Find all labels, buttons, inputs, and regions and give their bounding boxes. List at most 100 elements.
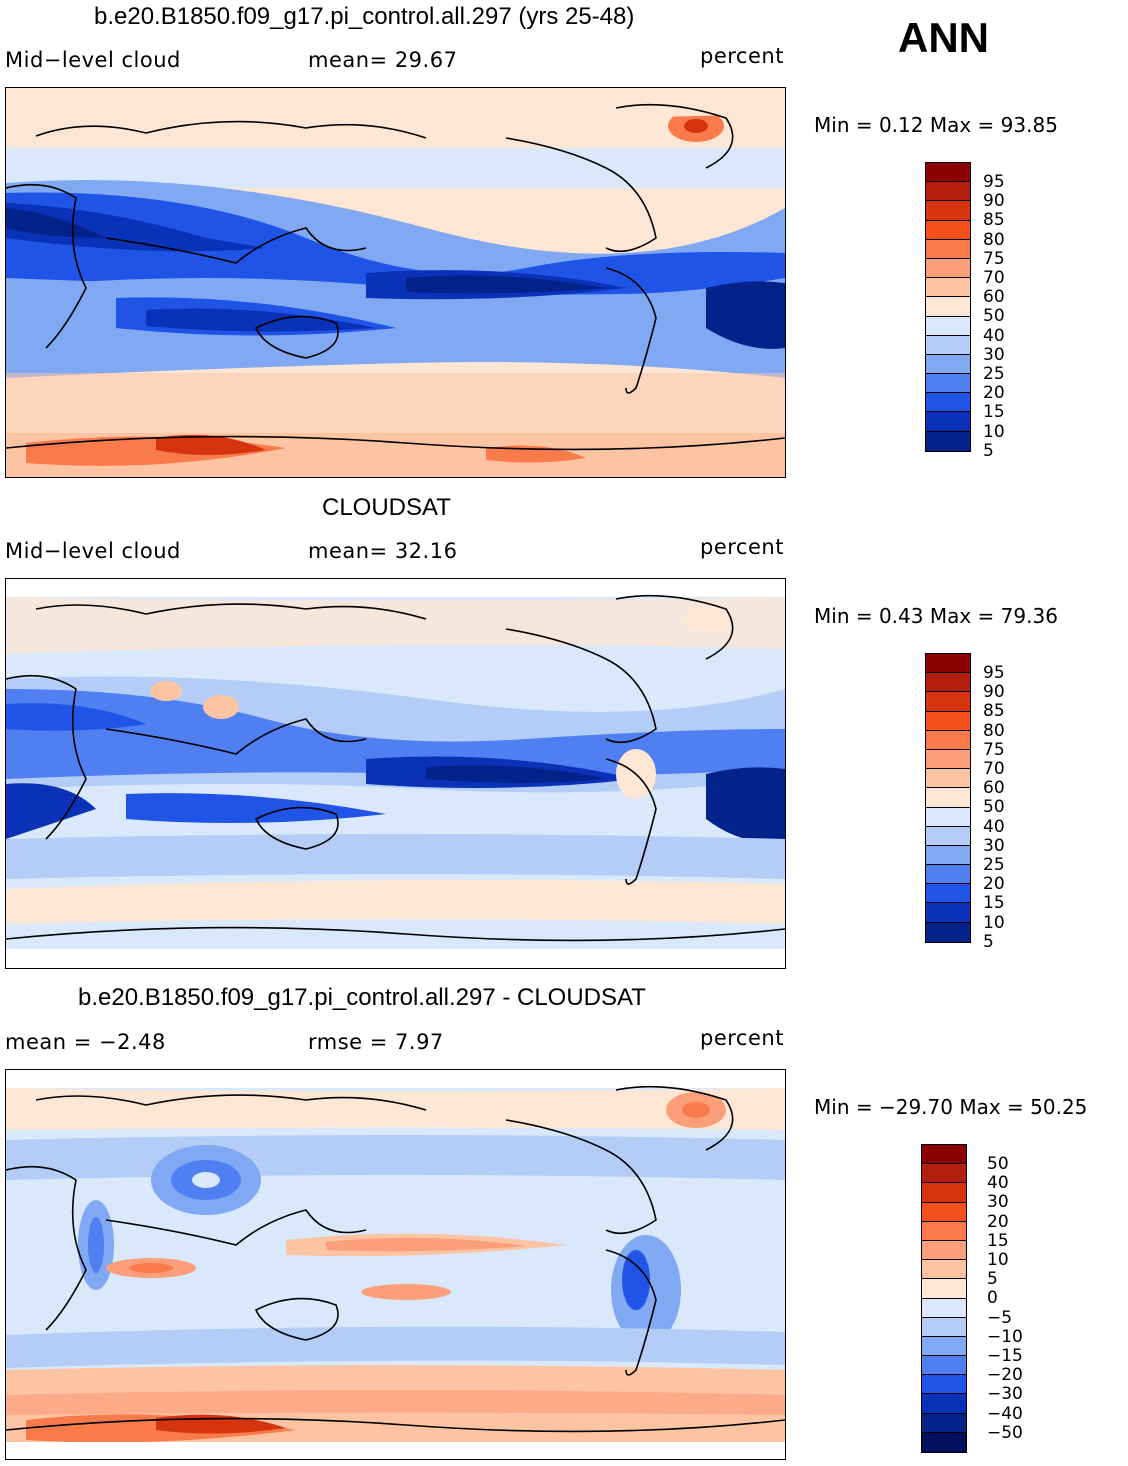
panel-model-colorbar (925, 162, 971, 452)
colorbar-swatch (922, 1164, 966, 1184)
colorbar-swatch (926, 393, 970, 413)
colorbar-swatch (926, 431, 970, 451)
panel-model-title: b.e20.B1850.f09_g17.pi_control.all.297 (… (94, 3, 635, 30)
colorbar-swatch (922, 1260, 966, 1280)
panel-diff-title: b.e20.B1850.f09_g17.pi_control.all.297 -… (78, 984, 646, 1011)
colorbar-swatch (922, 1394, 966, 1414)
colorbar-label: 25 (983, 855, 1005, 875)
colorbar-swatch (926, 845, 970, 866)
panel-diff-map (5, 1069, 786, 1460)
colorbar-label: −5 (987, 1307, 1013, 1328)
colorbar-label: 40 (983, 325, 1005, 346)
colorbar-label: 60 (983, 778, 1005, 799)
colorbar-label: 5 (987, 1269, 998, 1290)
colorbar-label: 95 (983, 172, 1005, 192)
colorbar-swatch (926, 163, 970, 183)
panel-obs-mean: mean= 32.16 (308, 539, 458, 563)
panel-diff-minmax: Min = −29.70 Max = 50.25 (814, 1095, 1088, 1119)
colorbar-label: 85 (983, 210, 1005, 231)
colorbar-swatch (926, 316, 970, 336)
colorbar-label: 40 (987, 1173, 1009, 1194)
colorbar-swatch (926, 749, 970, 770)
colorbar-swatch (922, 1375, 966, 1395)
colorbar-label: 15 (983, 402, 1005, 423)
season-label: ANN (898, 14, 989, 61)
colorbar-swatch (926, 922, 970, 942)
colorbar-label: 5 (983, 931, 994, 952)
panel-obs-map (5, 578, 786, 969)
colorbar-label: −30 (987, 1384, 1023, 1405)
colorbar-swatch (926, 354, 970, 375)
colorbar-swatch (926, 769, 970, 789)
colorbar-swatch (926, 673, 970, 693)
colorbar-label: 60 (983, 287, 1005, 308)
colorbar-swatch (922, 1221, 966, 1241)
colorbar-swatch (926, 374, 970, 394)
colorbar-swatch (922, 1298, 966, 1318)
panel-model-mean: mean= 29.67 (308, 48, 458, 72)
colorbar-label: −15 (987, 1346, 1023, 1366)
colorbar-label: 0 (987, 1288, 998, 1309)
colorbar-swatch (922, 1145, 966, 1165)
panel-obs-minmax: Min = 0.43 Max = 79.36 (814, 604, 1058, 628)
colorbar-label: −20 (987, 1365, 1023, 1386)
colorbar-label: −40 (987, 1403, 1023, 1424)
colorbar-swatch (926, 182, 970, 202)
colorbar-swatch (926, 335, 970, 355)
panel-diff-mean: mean = −2.48 (5, 1030, 166, 1054)
colorbar-label: 20 (983, 383, 1005, 404)
colorbar-swatch (922, 1317, 966, 1337)
colorbar-swatch (926, 807, 970, 827)
colorbar-swatch (926, 654, 970, 674)
colorbar-label: 70 (983, 268, 1005, 288)
colorbar-swatch (922, 1183, 966, 1203)
panel-diff-units: percent (700, 1026, 784, 1050)
panel-model-minmax: Min = 0.12 Max = 93.85 (814, 113, 1058, 137)
colorbar-label: 10 (983, 912, 1005, 933)
colorbar-swatch (926, 239, 970, 259)
panel-obs-units: percent (700, 535, 784, 559)
panel-obs-variable: Mid−level cloud (5, 539, 181, 563)
colorbar-label: 15 (983, 893, 1005, 914)
colorbar-label: 75 (983, 739, 1005, 760)
colorbar-label: 75 (983, 248, 1005, 269)
colorbar-label: 20 (983, 874, 1005, 895)
colorbar-swatch (926, 788, 970, 808)
colorbar-swatch (922, 1413, 966, 1433)
colorbar-swatch (926, 826, 970, 846)
colorbar-label: 80 (983, 720, 1005, 741)
colorbar-swatch (926, 220, 970, 240)
panel-model-map (5, 87, 786, 478)
colorbar-swatch (926, 692, 970, 712)
colorbar-label: 50 (987, 1154, 1009, 1174)
colorbar-swatch (926, 412, 970, 432)
colorbar-swatch (926, 711, 970, 731)
colorbar-swatch (926, 903, 970, 923)
colorbar-label: 5 (983, 440, 994, 461)
panel-obs-colorbar (925, 653, 971, 943)
panel-diff-colorbar (921, 1144, 967, 1453)
colorbar-label: −50 (987, 1422, 1023, 1443)
colorbar-label: −10 (987, 1326, 1023, 1347)
panel-model-variable: Mid−level cloud (5, 48, 181, 72)
colorbar-label: 50 (983, 797, 1005, 818)
colorbar-swatch (922, 1202, 966, 1222)
colorbar-swatch (926, 278, 970, 298)
colorbar-swatch (922, 1240, 966, 1261)
colorbar-swatch (926, 730, 970, 750)
colorbar-label: 90 (983, 682, 1005, 703)
colorbar-label: 50 (983, 306, 1005, 327)
colorbar-swatch (926, 201, 970, 221)
colorbar-label: 10 (983, 421, 1005, 442)
colorbar-label: 25 (983, 364, 1005, 384)
panel-diff-rmse: rmse = 7.97 (308, 1030, 444, 1054)
colorbar-label: 80 (983, 229, 1005, 250)
colorbar-label: 30 (983, 835, 1005, 856)
colorbar-swatch (922, 1432, 966, 1452)
panel-model-units: percent (700, 44, 784, 68)
colorbar-label: 95 (983, 663, 1005, 683)
colorbar-label: 90 (983, 191, 1005, 212)
colorbar-label: 70 (983, 759, 1005, 779)
colorbar-swatch (926, 884, 970, 904)
colorbar-label: 20 (987, 1211, 1009, 1232)
